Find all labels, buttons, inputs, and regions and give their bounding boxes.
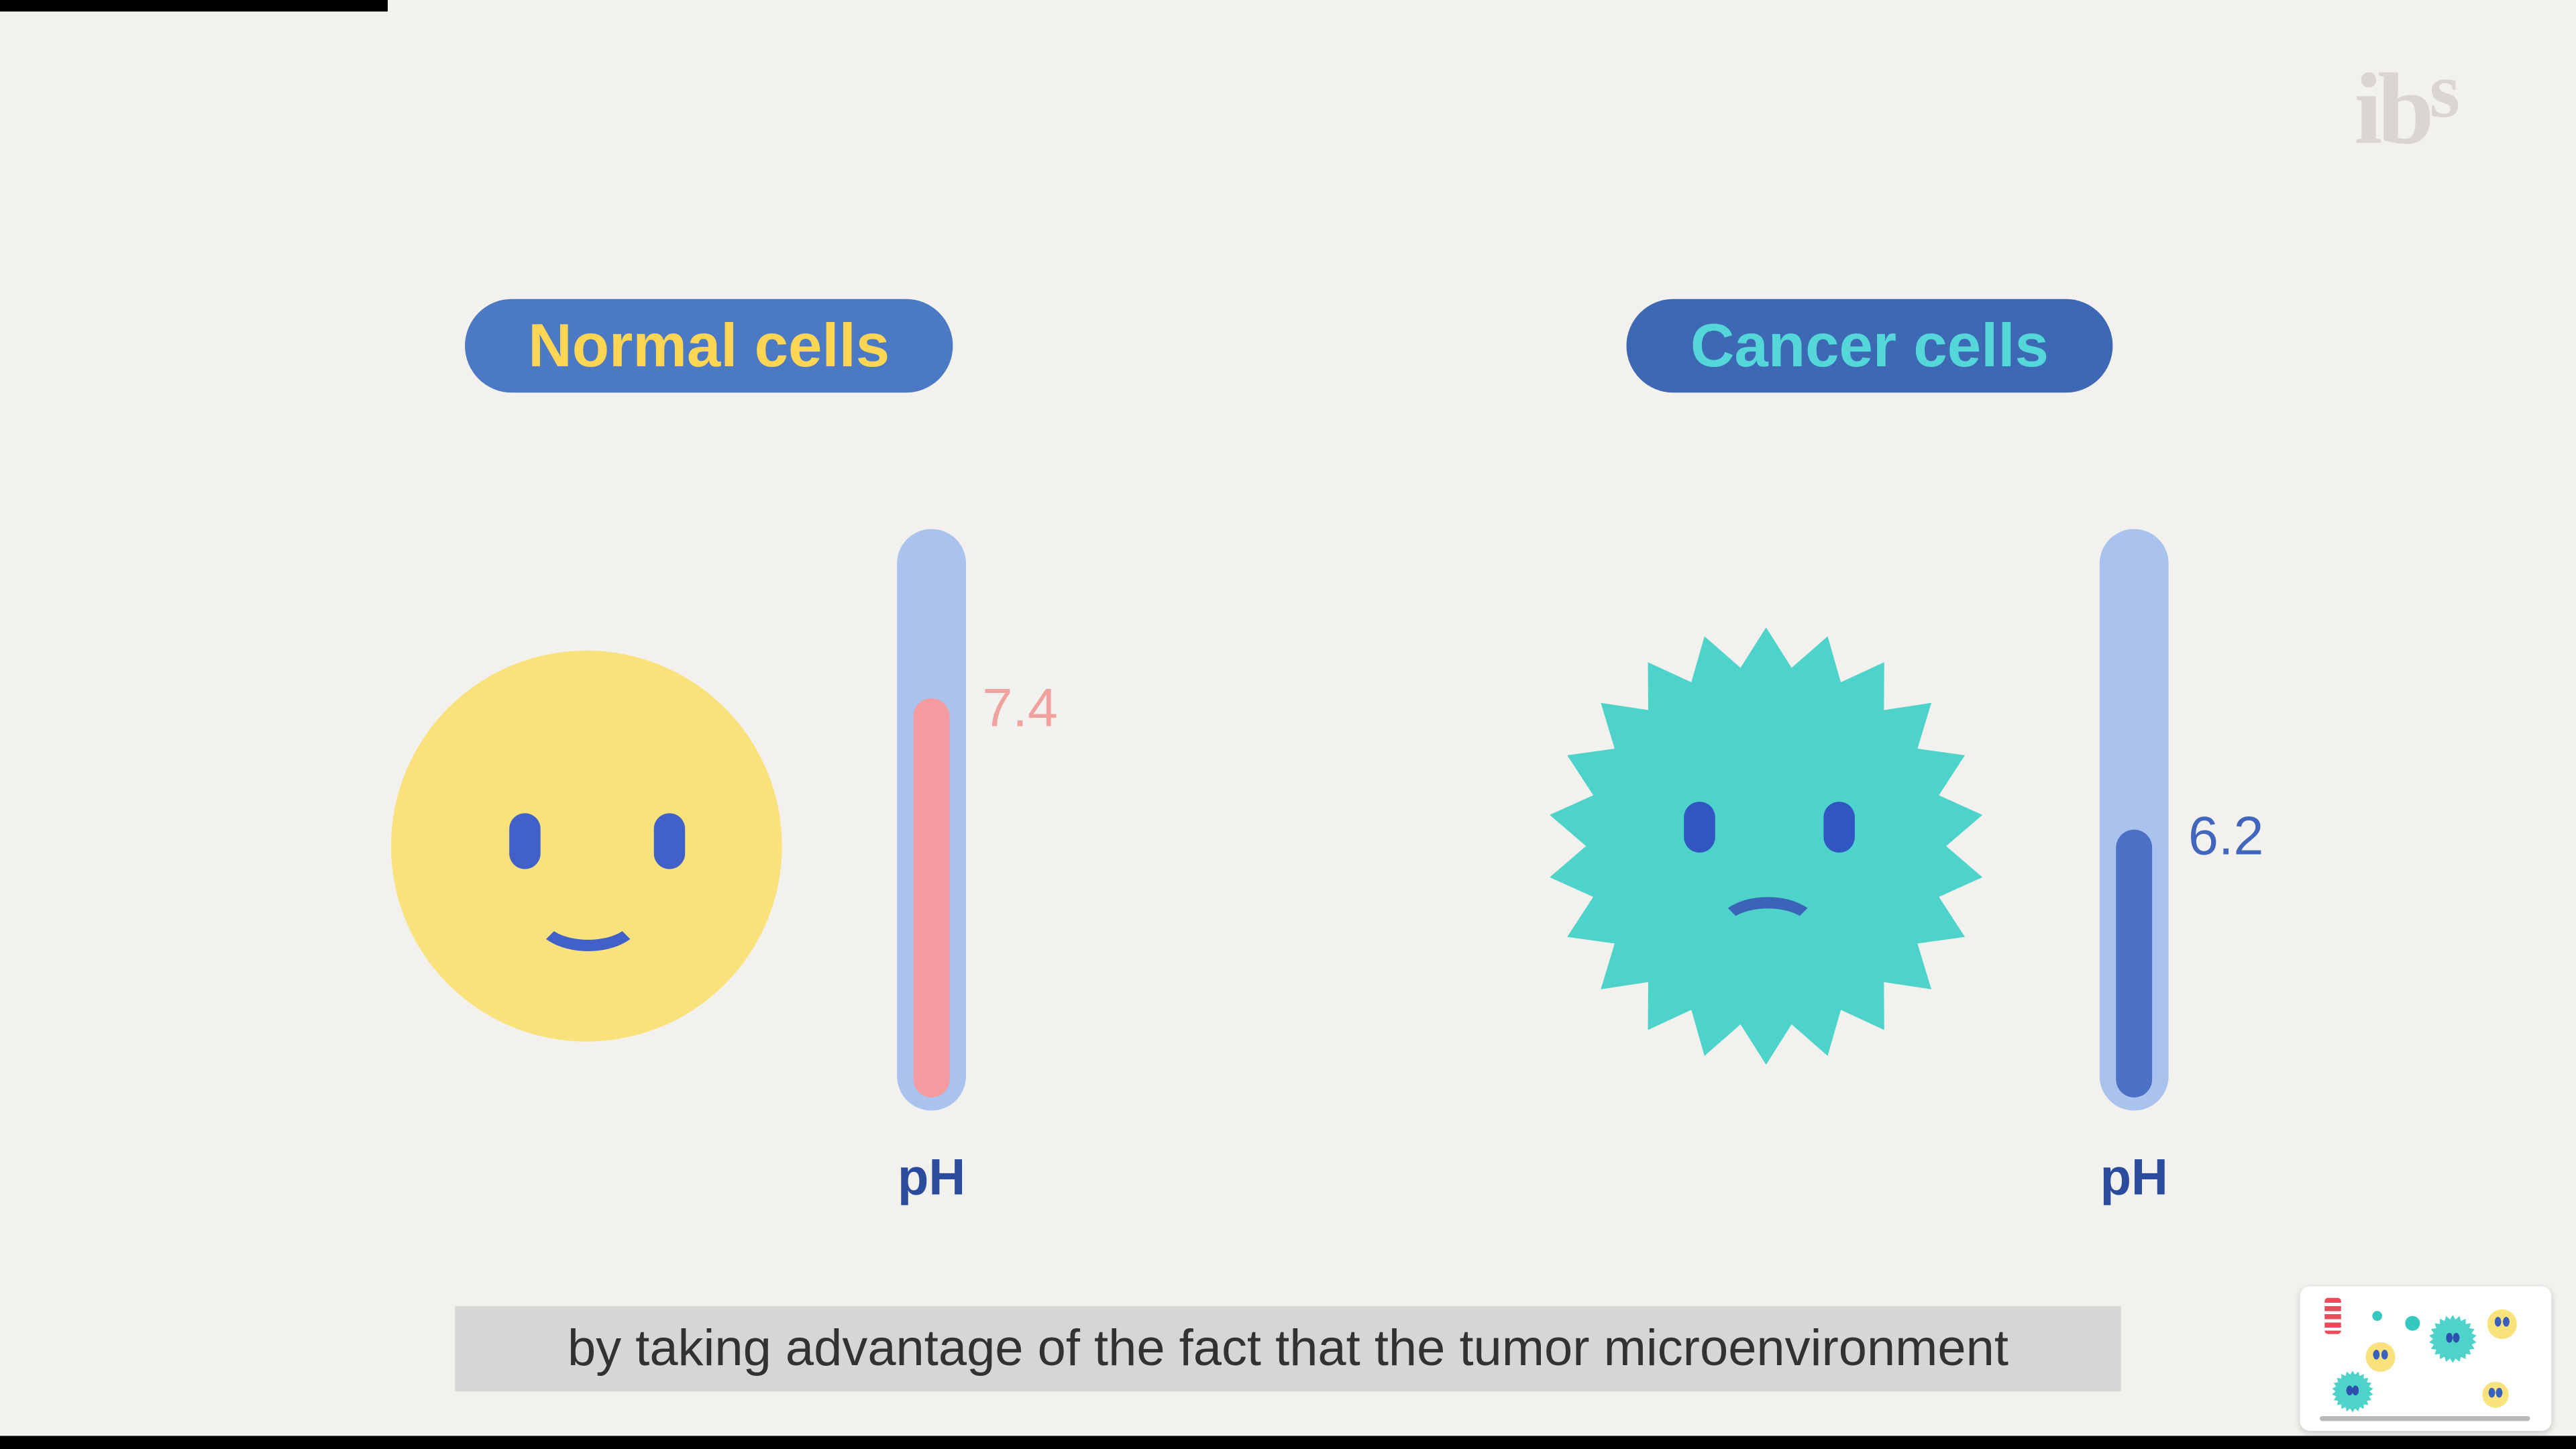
mini-bottle-icon: [2324, 1297, 2341, 1334]
ph-thermometer-normal-fill: [913, 698, 950, 1097]
mini-cancer-cell-icon: [2331, 1370, 2374, 1413]
mini-normal-cell-icon: [2482, 1381, 2509, 1408]
cancer-ph-value: 6.2: [2188, 805, 2264, 866]
cancer-cell-right-eye: [1823, 802, 1855, 853]
normal-cell-icon: [390, 650, 782, 1042]
ibs-logo-superscript: s: [2429, 48, 2460, 135]
cancer-cell-icon: [1541, 621, 1991, 1071]
subtitle-caption-text: by taking advantage of the fact that the…: [567, 1319, 2008, 1377]
mini-teal-dot-icon: [2372, 1311, 2383, 1321]
cancer-cell-body: [1550, 627, 1983, 1065]
subtitle-caption-bar: by taking advantage of the fact that the…: [455, 1305, 2121, 1392]
mini-cancer-cell-icon: [2428, 1314, 2477, 1363]
ibs-logo: ibs: [2354, 46, 2534, 166]
normal-cells-title-pill: Normal cells: [465, 299, 953, 393]
normal-cell-right-eye: [653, 813, 686, 869]
cancer-cells-title-text: Cancer cells: [1690, 311, 2049, 379]
mini-cancer-cell-eyes: [2442, 1328, 2464, 1350]
normal-cell-left-eye: [509, 813, 541, 869]
cancer-cells-title-pill: Cancer cells: [1626, 299, 2113, 393]
cancer-cell-frown: [1717, 897, 1819, 956]
mini-preview-card: [2300, 1286, 2552, 1432]
mini-teal-dot-icon: [2405, 1316, 2420, 1331]
mini-caption-text-line: [2319, 1416, 2530, 1421]
letterbox-bottom: [0, 1436, 2576, 1449]
normal-ph-label: pH: [897, 1148, 966, 1206]
normal-cells-title-text: Normal cells: [528, 311, 890, 379]
mini-normal-cell-icon: [2365, 1342, 2396, 1372]
normal-cell-smile: [533, 885, 643, 951]
mini-cancer-cell-eyes: [2343, 1382, 2362, 1401]
cancer-ph-label: pH: [2100, 1148, 2168, 1206]
letterbox-top: [0, 0, 388, 12]
ibs-logo-text: ib: [2354, 54, 2434, 166]
mini-normal-cell-icon: [2487, 1309, 2517, 1339]
ph-thermometer-cancer-fill: [2116, 829, 2153, 1097]
cancer-cell-left-eye: [1684, 802, 1715, 853]
normal-ph-value: 7.4: [982, 676, 1058, 738]
